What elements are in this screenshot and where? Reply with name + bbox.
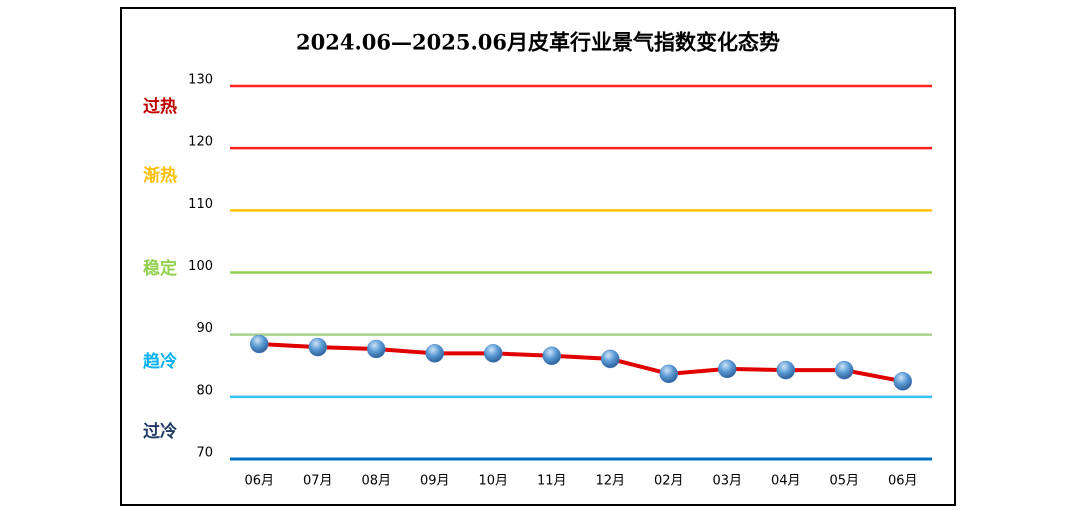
marker [718,359,737,379]
x-tick-label: 08月 [361,474,391,489]
y-tick-label: 130 [188,73,213,88]
marker [542,346,561,366]
y-tick-label: 80 [196,383,213,398]
zone-label: 渐热 [143,165,177,186]
marker [484,344,503,363]
marker [367,339,386,359]
x-tick-label: 05月 [829,474,859,489]
y-tick-label: 100 [188,259,213,274]
marker [776,360,795,380]
y-tick-label: 110 [188,197,213,212]
x-tick-label: 03月 [712,474,742,489]
marker [425,344,444,363]
x-tick-label: 07月 [303,474,333,489]
y-tick-label: 120 [188,135,213,150]
zone-label: 过冷 [143,421,177,442]
x-tick-label: 04月 [771,474,801,489]
marker [835,360,854,380]
x-tick-label: 12月 [595,474,625,489]
line [259,341,904,384]
marker [601,349,620,369]
y-tick-label: 70 [196,446,213,461]
chart-frame [120,7,956,506]
x-tick-label: 10月 [478,474,508,489]
x-tick-label: 02月 [654,474,684,489]
zone-label: 稳定 [143,258,177,279]
zone-label: 趋冷 [143,351,177,372]
chart-title: 2024.06—2025.06月皮革行业景气指数变化态势 [296,30,780,55]
x-tick-label: 06月 [244,474,274,489]
zone-label: 过热 [143,96,177,117]
y-tick-label: 90 [196,321,213,336]
x-tick-label: 11月 [537,474,567,489]
marker [893,372,912,391]
marker [659,364,678,384]
marker [308,337,327,357]
x-tick-label: 06月 [888,474,918,489]
x-tick-label: 09月 [420,474,450,489]
marker [250,334,269,354]
